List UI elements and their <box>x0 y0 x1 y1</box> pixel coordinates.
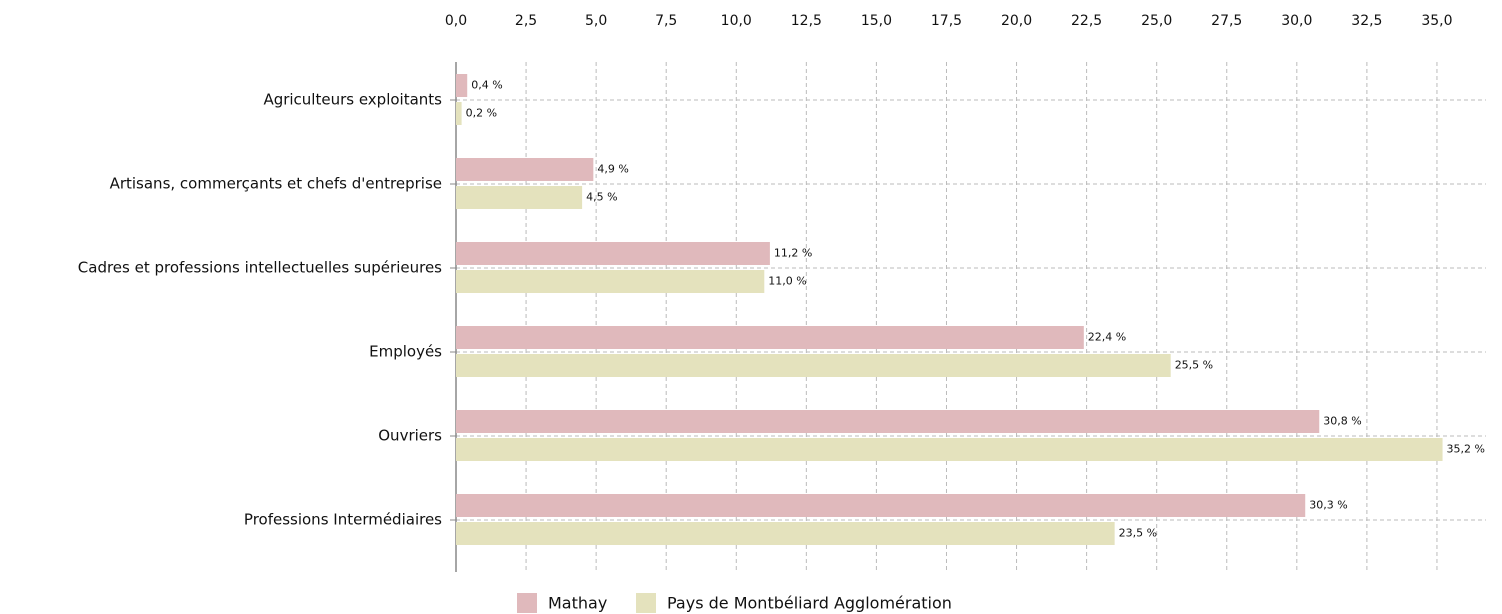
legend-swatch <box>636 593 656 613</box>
bar <box>456 354 1171 377</box>
x-tick-label: 5,0 <box>585 13 607 29</box>
value-label: 30,3 % <box>1309 499 1347 512</box>
value-label: 0,2 % <box>466 107 497 120</box>
x-tick-label: 32,5 <box>1351 13 1382 29</box>
bar <box>456 438 1443 461</box>
bar <box>456 102 462 125</box>
bar <box>456 522 1115 545</box>
x-tick-label: 10,0 <box>721 13 752 29</box>
bar <box>456 326 1084 349</box>
x-tick-label: 12,5 <box>791 13 822 29</box>
x-tick-label: 22,5 <box>1071 13 1102 29</box>
bar <box>456 410 1320 433</box>
value-label: 11,0 % <box>768 275 806 288</box>
value-label: 11,2 % <box>774 247 812 260</box>
bar <box>456 158 594 181</box>
legend-label: Mathay <box>548 594 607 613</box>
legend-label: Pays de Montbéliard Agglomération <box>667 594 952 613</box>
value-label: 25,5 % <box>1175 359 1213 372</box>
y-tick-label: Artisans, commerçants et chefs d'entrepr… <box>110 175 442 193</box>
value-label: 4,5 % <box>586 191 617 204</box>
x-tick-label: 0,0 <box>445 13 467 29</box>
bar <box>456 270 765 293</box>
legend-swatch <box>517 593 537 613</box>
x-tick-label: 17,5 <box>931 13 962 29</box>
x-tick-label: 20,0 <box>1001 13 1032 29</box>
value-label: 35,2 % <box>1447 443 1485 456</box>
y-tick-label: Employés <box>369 343 442 361</box>
value-label: 23,5 % <box>1119 527 1157 540</box>
x-tick-label: 27,5 <box>1211 13 1242 29</box>
x-tick-label: 25,0 <box>1141 13 1172 29</box>
bar <box>456 494 1306 517</box>
bar <box>456 74 468 97</box>
value-label: 4,9 % <box>597 163 628 176</box>
value-label: 22,4 % <box>1088 331 1126 344</box>
x-tick-label: 15,0 <box>861 13 892 29</box>
x-tick-label: 7,5 <box>655 13 677 29</box>
y-tick-label: Agriculteurs exploitants <box>263 91 442 109</box>
y-tick-label: Professions Intermédiaires <box>244 511 442 529</box>
bar <box>456 242 770 265</box>
bar <box>456 186 583 209</box>
x-tick-label: 35,0 <box>1421 13 1452 29</box>
y-tick-label: Cadres et professions intellectuelles su… <box>78 259 442 277</box>
value-label: 30,8 % <box>1323 415 1361 428</box>
x-tick-label: 2,5 <box>515 13 537 29</box>
y-tick-label: Ouvriers <box>378 427 442 445</box>
x-tick-label: 30,0 <box>1281 13 1312 29</box>
value-label: 0,4 % <box>471 79 502 92</box>
